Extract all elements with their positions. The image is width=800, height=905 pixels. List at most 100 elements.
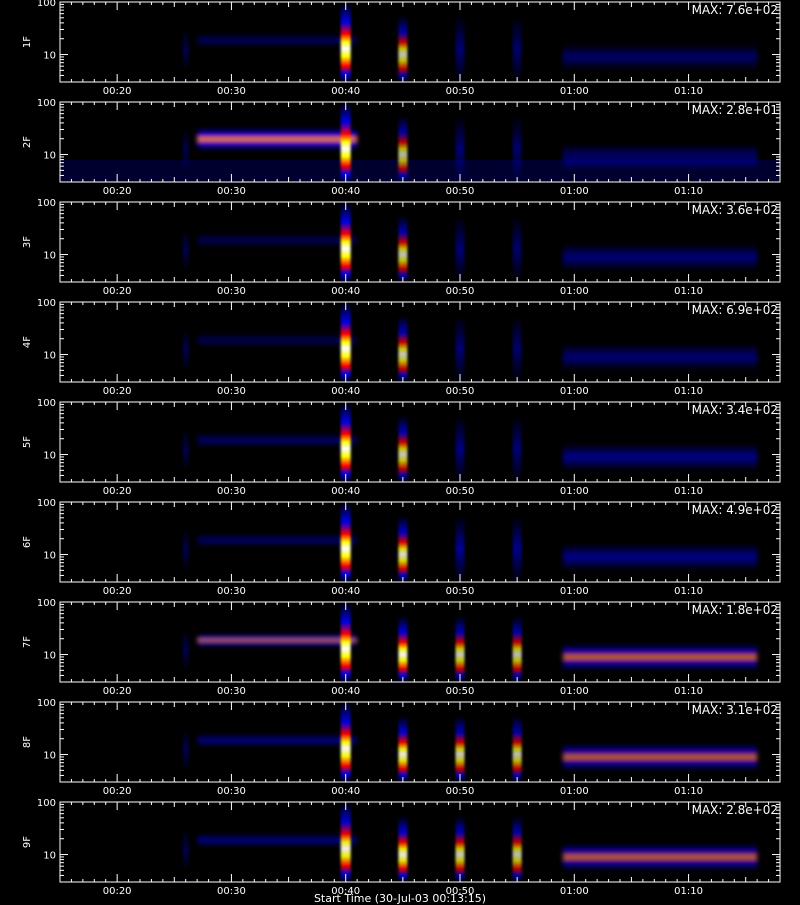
- x-tick-label: 01:00: [560, 786, 589, 797]
- x-tick-label: 00:50: [446, 886, 475, 897]
- late-emission: [562, 243, 758, 271]
- x-tick-label: 00:50: [446, 586, 475, 597]
- late-emission: [562, 443, 758, 471]
- panel-label: 4F: [22, 336, 33, 348]
- y-tick-label: 100: [37, 98, 56, 109]
- emission-band: [197, 233, 358, 247]
- y-tick-label: 100: [37, 0, 56, 9]
- y-tick-label: 10: [43, 451, 56, 462]
- y-tick-label: 10: [43, 151, 56, 162]
- max-label: MAX: 4.9e+02: [692, 503, 778, 517]
- x-tick-label: 01:10: [674, 586, 703, 597]
- panel-label: 9F: [22, 836, 33, 848]
- x-tick-label: 01:10: [674, 286, 703, 297]
- y-tick-label: 100: [37, 498, 56, 509]
- pulse-channel: [512, 715, 522, 782]
- y-tick-label: 10: [43, 551, 56, 562]
- y-tick-label: 10: [43, 851, 56, 862]
- plot-frame: [59, 401, 781, 483]
- x-tick-label: 00:30: [217, 686, 246, 697]
- x-tick-label: 01:10: [674, 486, 703, 497]
- y-tick-label: 10: [43, 351, 56, 362]
- x-tick-label: 00:30: [217, 786, 246, 797]
- x-tick-label: 00:20: [103, 286, 132, 297]
- x-tick-label: 00:40: [331, 686, 360, 697]
- max-label: MAX: 2.8e+01: [692, 103, 778, 117]
- spectrogram-panel: 10 100 00:20 00:30 00:40 00:50 01:00 01:10 1F MAX…: [22, 0, 781, 97]
- onset-mark: [182, 729, 189, 771]
- pulse-channel: [340, 2, 351, 82]
- x-tick-label: 00:30: [217, 86, 246, 97]
- pulse-channel: [512, 615, 522, 682]
- y-tick-label: 10: [43, 751, 56, 762]
- pulse-channel: [398, 715, 408, 782]
- onset-mark: [182, 329, 189, 371]
- y-tick-label: 10: [43, 251, 56, 262]
- onset-mark: [182, 129, 189, 171]
- x-tick-label: 00:20: [103, 686, 132, 697]
- x-tick-label: 00:50: [446, 786, 475, 797]
- x-tick-label: 00:30: [217, 186, 246, 197]
- pulse-channel: [455, 615, 465, 682]
- pulse-channel: [455, 715, 465, 782]
- emission-band: [197, 733, 358, 747]
- pulse-channel: [340, 302, 351, 382]
- x-tick-label: 00:30: [217, 586, 246, 597]
- pulse-channel: [340, 202, 351, 282]
- panel-label: 3F: [22, 236, 33, 248]
- spectrogram-panel: 10 100 00:20 00:30 00:40 00:50 01:00 01:10 3F MAX…: [22, 198, 781, 297]
- plot-frame: [59, 601, 781, 683]
- spectrogram-panel: 10 100 00:20 00:30 00:40 00:50 01:00 01:10 6F MAX…: [22, 498, 781, 597]
- pulse-channel: [455, 415, 465, 482]
- plot-frame: [59, 1, 781, 83]
- x-tick-label: 01:10: [674, 886, 703, 897]
- pulse-channel: [340, 602, 351, 682]
- pulse-channel: [340, 702, 351, 782]
- pulse-channel: [398, 815, 408, 882]
- x-tick-label: 01:00: [560, 186, 589, 197]
- x-tick-label: 01:10: [674, 386, 703, 397]
- pulse-channel: [398, 515, 408, 582]
- max-label: MAX: 7.6e+02: [692, 3, 778, 17]
- spectrogram-panel: 10 100 00:20 00:30 00:40 00:50 01:00 01:10 2F MAX…: [22, 98, 781, 197]
- plot-frame: [59, 201, 781, 283]
- pulse-channel: [455, 15, 465, 82]
- x-tick-label: 01:10: [674, 186, 703, 197]
- pulse-channel: [398, 415, 408, 482]
- max-label: MAX: 6.9e+02: [692, 303, 778, 317]
- x-tick-label: 01:00: [560, 386, 589, 397]
- max-label: MAX: 1.8e+02: [692, 603, 778, 617]
- spectrogram-panel: 10 100 00:20 00:30 00:40 00:50 01:00 01:10 7F MAX…: [22, 598, 781, 697]
- spectrogram-panel: 10 100 00:20 00:30 00:40 00:50 01:00 01:10 8F MAX…: [22, 698, 781, 797]
- x-tick-label: 00:20: [103, 386, 132, 397]
- y-tick-label: 100: [37, 598, 56, 609]
- late-emission: [562, 43, 758, 71]
- spectrogram-panel: 10 100 00:20 00:30 00:40 00:50 01:00 01:10 4F MAX…: [22, 298, 781, 397]
- max-label: MAX: 3.1e+02: [692, 703, 778, 717]
- late-emission: [562, 543, 758, 571]
- x-tick-label: 00:30: [217, 286, 246, 297]
- plot-frame: [59, 701, 781, 783]
- y-tick-label: 100: [37, 298, 56, 309]
- x-tick-label: 00:50: [446, 486, 475, 497]
- x-tick-label: 00:40: [331, 486, 360, 497]
- x-tick-label: 00:20: [103, 486, 132, 497]
- x-tick-label: 01:00: [560, 86, 589, 97]
- pulse-channel: [398, 315, 408, 382]
- x-tick-label: 00:30: [217, 386, 246, 397]
- pulse-channel: [340, 402, 351, 482]
- x-tick-label: 00:40: [331, 886, 360, 897]
- late-emission: [562, 343, 758, 371]
- emission-band: [197, 127, 358, 151]
- x-tick-label: 00:40: [331, 586, 360, 597]
- onset-mark: [182, 629, 189, 671]
- panel-label: 1F: [22, 36, 33, 48]
- spectrogram-panel: 10 100 00:20 00:30 00:40 00:50 01:00 01:10 5F MAX…: [22, 398, 781, 497]
- late-emission: [562, 643, 758, 671]
- x-tick-label: 00:20: [103, 786, 132, 797]
- panel-label: 8F: [22, 736, 33, 748]
- panel-label: 2F: [22, 136, 33, 148]
- plot-frame: [59, 801, 781, 883]
- y-tick-label: 10: [43, 651, 56, 662]
